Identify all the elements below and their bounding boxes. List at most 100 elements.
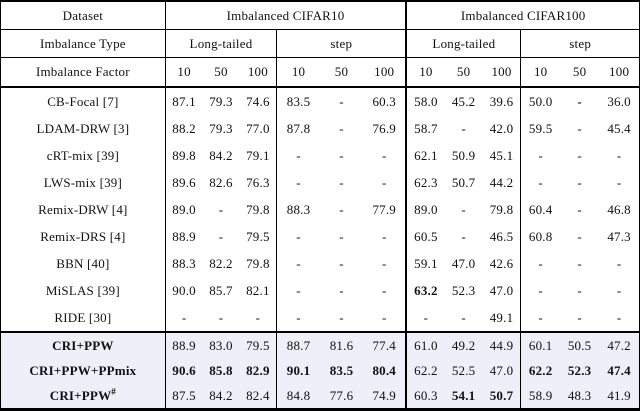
- value-cell: -: [520, 304, 561, 332]
- factor-header: 100: [599, 57, 640, 88]
- value-cell: 42.0: [489, 120, 514, 136]
- factor-header: 10: [405, 57, 445, 88]
- value-cell: -: [339, 228, 344, 244]
- value-cell: 47.0: [489, 282, 514, 298]
- method-cell: MiSLAS [39]: [1, 277, 166, 304]
- factor-header: 10: [164, 57, 203, 88]
- value-cell: -: [577, 309, 582, 325]
- value-cell: 88.3: [164, 250, 203, 277]
- value-cell: 46.5: [489, 228, 514, 244]
- value-cell: -: [339, 174, 344, 190]
- value-cell: 60.8: [520, 223, 561, 250]
- value-cell: 47.0: [489, 362, 514, 378]
- value-cell: -: [461, 228, 466, 244]
- value-cell: 54.1: [451, 387, 476, 403]
- type-cifar10-longtailed: Long-tailed: [164, 29, 277, 58]
- value-cell: 52.3: [567, 362, 592, 378]
- method-label: CRI+PPW: [49, 387, 112, 403]
- table-row: CRI+PPW+PPmix 90.6 85.8 82.9 90.1 83.5 80.4 62.…: [0, 358, 640, 383]
- value-cell: 77.0: [246, 120, 270, 136]
- value-cell: 82.9: [246, 362, 270, 378]
- method-label: BBN [40]: [56, 255, 110, 271]
- value-cell: 82.1: [246, 282, 270, 298]
- value-cell: 88.9: [164, 223, 203, 250]
- value-cell: -: [616, 282, 622, 298]
- factor-header: 50: [202, 57, 240, 88]
- value-cell: 49.1: [489, 309, 514, 325]
- value-cell: 44.9: [482, 331, 521, 358]
- value-cell: -: [577, 93, 582, 109]
- dataset-corner-label: Dataset: [0, 1, 166, 30]
- value-cell: 62.3: [405, 169, 445, 196]
- value-cell: -: [461, 309, 466, 325]
- value-cell: 60.5: [405, 223, 445, 250]
- value-cell: 88.3: [276, 196, 320, 223]
- value-cell: -: [616, 174, 622, 190]
- value-cell: 74.6: [246, 93, 270, 109]
- value-cell: 85.7: [209, 282, 233, 298]
- value-cell: 61.0: [405, 331, 445, 358]
- value-cell: -: [520, 250, 561, 277]
- value-cell: -: [218, 201, 224, 217]
- value-cell: -: [520, 142, 561, 169]
- value-cell: 87.8: [276, 115, 320, 142]
- value-cell: 46.8: [607, 201, 631, 217]
- value-cell: -: [218, 309, 224, 325]
- value-cell: 62.1: [405, 142, 445, 169]
- imbalance-factor-corner-label: Imbalance Factor: [0, 57, 166, 88]
- value-cell: 50.7: [489, 387, 514, 403]
- value-cell: -: [405, 304, 445, 332]
- method-label: CB-Focal [7]: [47, 93, 119, 109]
- method-label: cRT-mix [39]: [46, 147, 120, 163]
- method-label: LWS-mix [39]: [43, 174, 123, 190]
- table-row: Remix-DRW [4] 89.0-79.8 88.3-77.9 89.0-79.8…: [1, 196, 640, 223]
- method-cell: CB-Focal [7]: [1, 87, 166, 115]
- method-cell: BBN [40]: [1, 250, 166, 277]
- method-cell: CRI+PPW: [0, 331, 166, 358]
- value-cell: 79.1: [246, 147, 270, 163]
- value-cell: 60.1: [520, 331, 561, 358]
- value-cell: 58.0: [405, 87, 445, 115]
- factor-header: 100: [363, 57, 407, 88]
- value-cell: -: [520, 169, 561, 196]
- value-cell: 90.6: [164, 358, 203, 383]
- table-row: LWS-mix [39] 89.6 82.6 76.3- - -62.3 50.7 44.2-…: [1, 169, 640, 196]
- value-cell: -: [616, 255, 622, 271]
- value-cell: -: [577, 120, 582, 136]
- factor-header: 100: [239, 57, 277, 88]
- value-cell: 63.2: [405, 277, 445, 304]
- value-cell: 52.5: [451, 362, 476, 378]
- method-label: RIDE [30]: [54, 309, 112, 325]
- value-cell: 88.2: [164, 115, 203, 142]
- value-cell: 59.1: [405, 250, 445, 277]
- value-cell: 44.2: [489, 174, 514, 190]
- value-cell: 83.5: [329, 362, 354, 378]
- value-cell: 76.3: [246, 174, 270, 190]
- method-superscript: #: [111, 386, 116, 397]
- value-cell: -: [381, 147, 387, 163]
- value-cell: 74.9: [372, 387, 396, 403]
- value-cell: -: [276, 142, 320, 169]
- value-cell: 79.5: [246, 228, 270, 244]
- value-cell: -: [339, 309, 344, 325]
- value-cell: -: [276, 223, 320, 250]
- value-cell: 84.8: [276, 383, 320, 410]
- value-cell: -: [339, 147, 344, 163]
- value-cell: -: [339, 120, 344, 136]
- method-label: Remix-DRW [4]: [38, 201, 128, 217]
- value-cell: -: [276, 250, 320, 277]
- value-cell: 89.6: [164, 169, 203, 196]
- method-cell: RIDE [30]: [1, 304, 166, 332]
- table-row: BBN [40] 88.3 82.2 79.8- - -59.1 47.0 42.6- - -: [1, 250, 640, 277]
- value-cell: 58.9: [520, 383, 561, 410]
- dataset-cifar100-header: Imbalanced CIFAR100: [405, 1, 640, 30]
- value-cell: -: [276, 169, 320, 196]
- value-cell: 79.3: [209, 120, 233, 136]
- value-cell: -: [520, 277, 561, 304]
- factor-header: 50: [444, 57, 483, 88]
- value-cell: 84.2: [209, 387, 233, 403]
- value-cell: 36.0: [607, 93, 631, 109]
- value-cell: 47.0: [451, 255, 476, 271]
- method-label: Remix-DRS [4]: [40, 228, 126, 244]
